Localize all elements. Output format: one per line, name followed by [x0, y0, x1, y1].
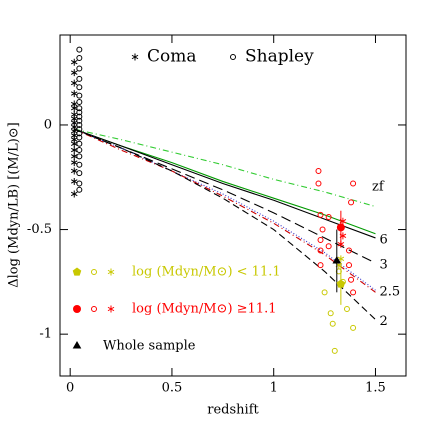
y-tick-label: -0.5: [27, 222, 52, 237]
data-point: [348, 276, 355, 283]
legend-marker: [72, 341, 82, 349]
data-point: [343, 306, 350, 313]
legend-marker: [73, 305, 81, 313]
data-point: [327, 310, 334, 317]
legend-marker: [131, 53, 139, 61]
line-label: 3: [379, 258, 387, 273]
data-point: [346, 262, 353, 269]
line-label: 2: [379, 314, 387, 329]
data-point: [76, 113, 83, 120]
data-point: [76, 92, 83, 99]
data-point: [315, 180, 322, 187]
legend-label: Whole sample: [103, 339, 196, 354]
data-point: [336, 279, 346, 288]
data-point: [76, 180, 83, 187]
data-point: [70, 79, 78, 87]
data-point: [76, 126, 83, 133]
line-label: 2.5: [379, 285, 400, 300]
data-point: [331, 347, 338, 354]
data-point: [76, 153, 83, 160]
x-tick-label: 1.5: [365, 381, 386, 396]
model-line: [74, 128, 376, 264]
y-axis-label: Δlog (Mdyn/LB) [(M/L)⊙]: [7, 122, 22, 288]
plot-frame: [59, 34, 407, 377]
data-point: [315, 167, 322, 174]
data-point: [317, 262, 324, 269]
legend-label: log (Mdyn/M⊙) < 11.1: [132, 265, 281, 280]
data-point: [350, 180, 357, 187]
data-point: [321, 289, 328, 296]
data-point: [76, 186, 83, 193]
data-point: [317, 247, 324, 254]
data-point: [70, 146, 78, 154]
data-point: [70, 140, 78, 148]
data-point: [76, 75, 83, 82]
legend-marker: [230, 54, 236, 60]
data-point: [76, 109, 83, 116]
data-point: [76, 170, 83, 177]
data-point: [70, 69, 78, 77]
data-point: [346, 247, 353, 254]
model-line: [74, 128, 376, 239]
model-line: [74, 128, 376, 291]
data-point: [76, 65, 83, 72]
data-point: [76, 98, 83, 105]
x-tick-label: 0.5: [162, 381, 183, 396]
line-label: 6: [379, 232, 387, 247]
x-tick-label: 0: [66, 381, 74, 396]
data-point: [76, 46, 83, 53]
legend-label: Coma: [147, 47, 197, 67]
data-point: [76, 130, 83, 137]
legend-marker: [91, 306, 97, 312]
data-point: [350, 324, 357, 331]
data-point: [76, 140, 83, 147]
data-point: [76, 121, 83, 128]
data-point: [348, 199, 355, 206]
data-point: [329, 320, 336, 327]
legend-label: log (Mdyn/M⊙) ≥11.1: [132, 302, 277, 317]
data-point: [76, 161, 83, 168]
data-point: [325, 243, 332, 250]
legend-marker: [72, 267, 82, 276]
data-point: [317, 211, 324, 218]
data-point: [76, 84, 83, 91]
data-point: [70, 104, 78, 112]
zf-label: zf: [372, 180, 385, 195]
x-axis-label: redshift: [207, 403, 259, 418]
model-line: [74, 128, 376, 320]
legend-marker: [91, 269, 97, 275]
legend-marker: [107, 305, 115, 313]
y-tick-label: 0: [44, 117, 52, 132]
data-point: [76, 105, 83, 112]
x-tick-label: 1: [270, 381, 278, 396]
data-point: [336, 223, 345, 232]
data-point: [70, 177, 78, 185]
data-point: [325, 214, 332, 221]
data-point: [70, 167, 78, 175]
legend-label: Shapley: [245, 47, 314, 67]
data-point: [317, 237, 324, 244]
data-point: [70, 58, 78, 66]
data-point: [70, 152, 78, 160]
data-point: [76, 134, 83, 141]
data-point: [76, 147, 83, 154]
y-tick-label: -1: [39, 327, 52, 342]
data-point: [76, 117, 83, 124]
data-point: [76, 55, 83, 62]
legend-marker: [107, 268, 115, 276]
data-point: [70, 190, 78, 198]
data-point: [70, 90, 78, 98]
data-point: [319, 226, 326, 233]
data-point: [332, 255, 342, 264]
data-point: [70, 159, 78, 167]
model-line: [74, 128, 376, 208]
data-point: [350, 289, 357, 296]
